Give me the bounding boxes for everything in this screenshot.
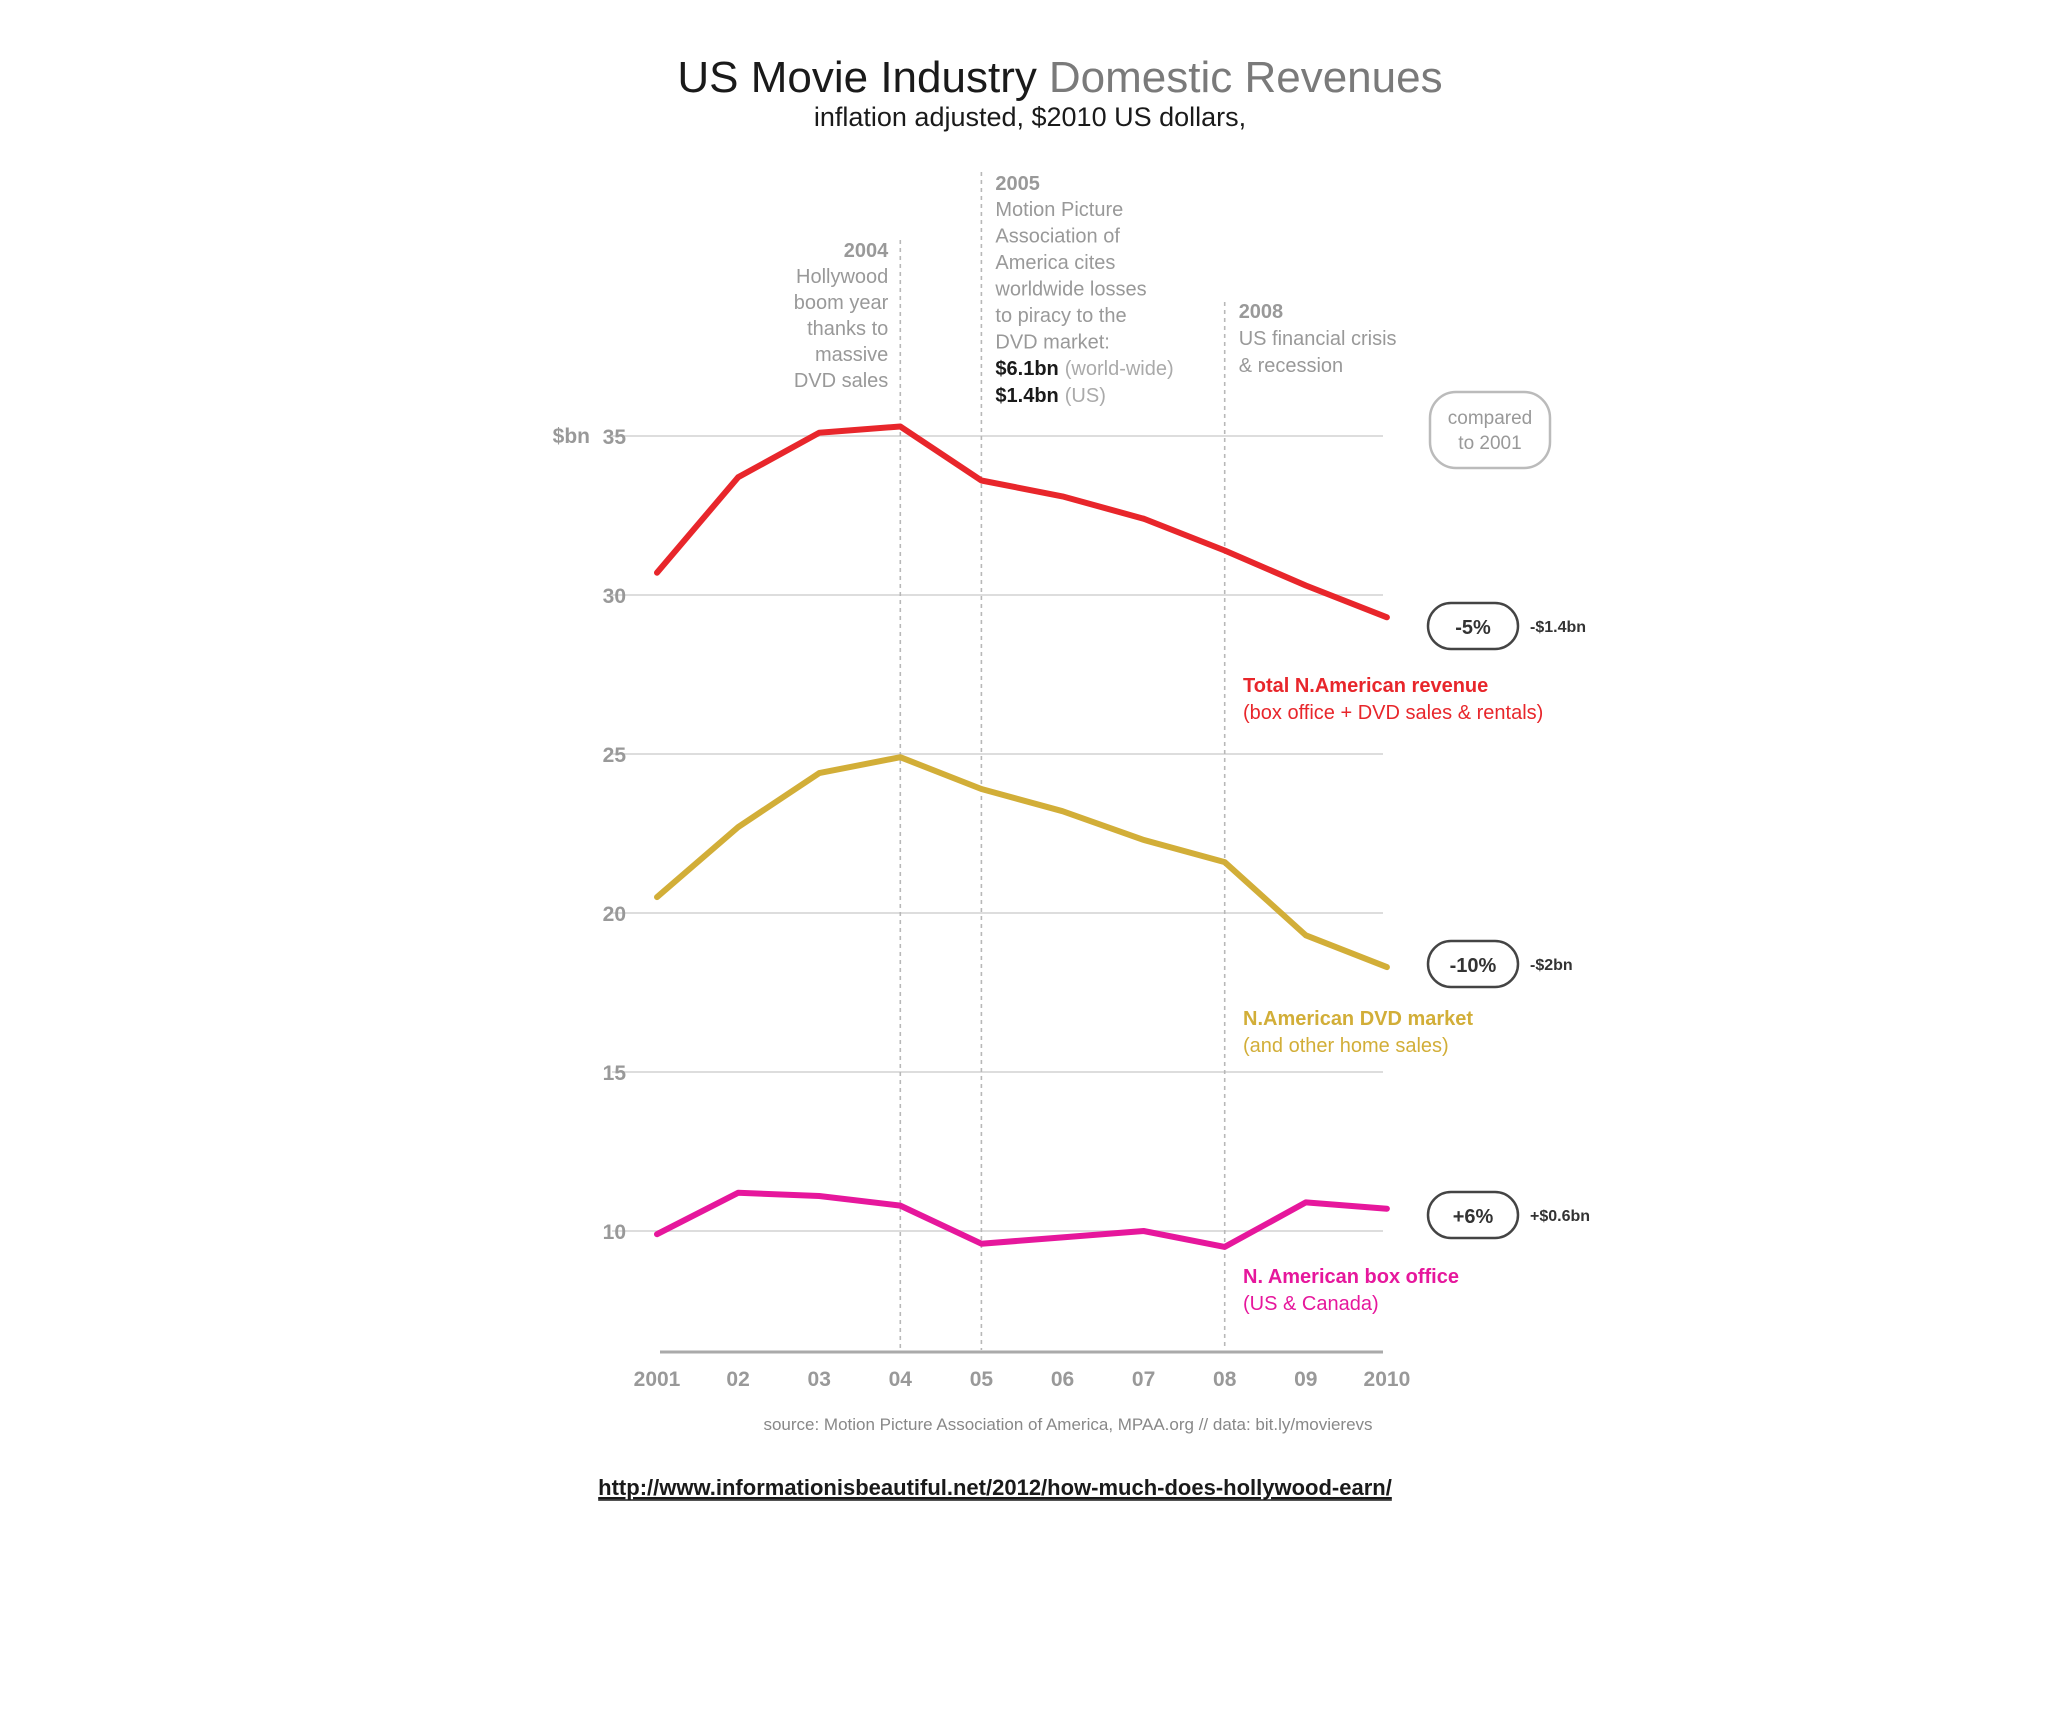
annotation-2008-year: 2008	[1239, 301, 1284, 323]
series-labels: -5% -$1.4bn Total N.American revenue (box o…	[1243, 601, 1590, 1315]
change-badge-pct: -5%	[1455, 617, 1491, 639]
annotation-2004-line: DVD sales	[794, 370, 888, 392]
y-tick-label: 30	[603, 585, 626, 608]
compared-badge-line1: compared	[1448, 408, 1533, 429]
annotation-2005-figure-value: $6.1bn	[995, 358, 1058, 380]
x-tick-label: 06	[1051, 1368, 1074, 1391]
annotation-2004: 2004 Hollywood boom year thanks to massive DV…	[794, 240, 889, 392]
annotation-2004-line: boom year	[794, 292, 889, 314]
title-part1: US Movie Industry	[677, 53, 1036, 102]
annotation-2005-line: DVD market:	[995, 332, 1109, 354]
annotation-2004-year: 2004	[844, 240, 889, 262]
y-axis-label: $bn	[553, 425, 590, 448]
source-url-link[interactable]: http://www.informationisbeautiful.net/20…	[598, 1475, 1392, 1500]
annotation-2004-line: Hollywood	[796, 266, 888, 288]
annotation-2005-line: America cites	[995, 252, 1115, 274]
annotation-2004-line: thanks to	[807, 318, 888, 340]
series-line-1	[654, 754, 1390, 971]
chart-title: US Movie Industry Domestic Revenues	[677, 53, 1442, 102]
annotation-2005-line: to piracy to the	[995, 305, 1126, 327]
x-tick-label: 07	[1132, 1368, 1155, 1391]
x-tick-label: 2010	[1364, 1368, 1411, 1391]
x-tick-label: 09	[1294, 1368, 1317, 1391]
annotation-2005-line: worldwide losses	[994, 279, 1146, 301]
annotation-2005-line: Association of	[995, 226, 1120, 248]
x-tick-label: 05	[970, 1368, 994, 1391]
annotation-2008-line: & recession	[1239, 355, 1344, 377]
annotation-2005-figure-note: (world-wide)	[1065, 358, 1174, 380]
x-tick-label: 08	[1213, 1368, 1237, 1391]
y-tick-label: 20	[603, 903, 626, 926]
series-line-0	[654, 423, 1390, 621]
change-badge-pct: +6%	[1453, 1206, 1494, 1228]
series-sub-label: (US & Canada)	[1243, 1293, 1379, 1315]
series-name-label: Total N.American revenue	[1243, 675, 1488, 697]
y-tick-label: 35	[603, 426, 627, 449]
y-tick-labels: 10 15 20 25 30 35	[603, 426, 627, 1244]
compared-badge: compared to 2001	[1428, 390, 1552, 470]
series-line-2	[654, 1189, 1390, 1250]
compared-badge-line2: to 2001	[1458, 433, 1521, 454]
annotation-2008-line: US financial crisis	[1239, 328, 1397, 350]
annotation-2005-figure: $1.4bn (US)	[995, 385, 1105, 407]
annotation-2005-figure-note: (US)	[1065, 385, 1106, 407]
x-tick-label: 04	[889, 1368, 913, 1391]
series	[654, 423, 1390, 1250]
x-tick-label: 02	[726, 1368, 749, 1391]
series-sub-label: (box office + DVD sales & rentals)	[1243, 702, 1543, 724]
series-name-label: N. American box office	[1243, 1266, 1459, 1288]
y-tick-label: 25	[603, 744, 627, 767]
x-tick-label: 03	[808, 1368, 831, 1391]
annotation-2004-line: massive	[815, 344, 888, 366]
annotation-2008: 2008 US financial crisis & recession	[1239, 301, 1397, 377]
y-tick-label: 15	[603, 1062, 627, 1085]
source-note: source: Motion Picture Association of Am…	[763, 1415, 1372, 1434]
y-tick-label: 10	[603, 1221, 626, 1244]
title-part2: Domestic Revenues	[1049, 53, 1443, 102]
x-tick-label: 2001	[634, 1368, 681, 1391]
chart-subtitle: inflation adjusted, $2010 US dollars,	[814, 102, 1246, 132]
change-badge-pct: -10%	[1450, 955, 1497, 977]
x-tick-labels: 2001 02 03 04 05 06 07 08 09 2010	[634, 1368, 1411, 1391]
change-badge-frame	[1426, 601, 1520, 651]
series-name-label: N.American DVD market	[1243, 1008, 1473, 1030]
change-badge-abs: +$0.6bn	[1530, 1208, 1590, 1225]
change-badge-frame	[1426, 939, 1520, 989]
annotation-2005-line: Motion Picture	[995, 199, 1123, 221]
change-badge-abs: -$2bn	[1530, 957, 1573, 974]
annotation-2005-figure: $6.1bn (world-wide)	[995, 358, 1173, 380]
annotation-2005: 2005 Motion Picture Association of America …	[994, 173, 1173, 407]
compared-badge-frame	[1428, 390, 1552, 470]
series-sub-label: (and other home sales)	[1243, 1035, 1449, 1057]
annotation-2005-figure-value: $1.4bn	[995, 385, 1058, 407]
change-badge-abs: -$1.4bn	[1530, 619, 1586, 636]
change-badge-frame	[1426, 1190, 1520, 1240]
annotation-2005-year: 2005	[995, 173, 1040, 195]
